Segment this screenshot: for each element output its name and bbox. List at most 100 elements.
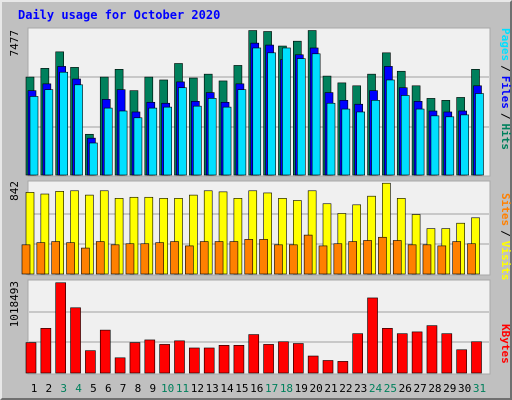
bar-kbytes-day-24 xyxy=(367,297,378,374)
bar-pages-day-25 xyxy=(386,79,395,176)
bar-kbytes-day-5 xyxy=(85,350,96,374)
bar-pages-day-18 xyxy=(282,47,291,176)
x-axis-label: 31 xyxy=(473,382,486,395)
x-axis-label: 29 xyxy=(443,382,456,395)
bar-pages-day-27 xyxy=(415,108,425,176)
panel3-legend: KBytes xyxy=(499,324,512,364)
bar-pages-day-10 xyxy=(163,106,172,176)
bar-sites-day-20 xyxy=(303,234,313,275)
bar-pages-day-21 xyxy=(326,102,336,176)
bar-pages-day-2 xyxy=(44,89,54,176)
legend-sep-1: / xyxy=(499,65,512,72)
bar-sites-day-26 xyxy=(392,240,402,275)
bar-sites-day-12 xyxy=(185,245,194,275)
bar-pages-day-6 xyxy=(103,107,113,176)
x-axis-label: 24 xyxy=(369,382,383,395)
bar-sites-day-4 xyxy=(66,242,75,275)
x-axis-label: 18 xyxy=(280,382,293,395)
bar-kbytes-day-10 xyxy=(159,344,170,374)
bar-kbytes-day-28 xyxy=(426,325,438,374)
x-axis-label: 23 xyxy=(354,382,367,395)
bar-kbytes-day-4 xyxy=(70,307,81,374)
legend-kbytes: KBytes xyxy=(499,324,512,364)
bar-kbytes-day-29 xyxy=(441,333,453,374)
bar-sites-day-18 xyxy=(274,244,283,275)
x-axis-label: 5 xyxy=(90,382,97,395)
bar-sites-day-27 xyxy=(407,244,417,275)
x-axis-label: 3 xyxy=(60,382,67,395)
bar-kbytes-day-17 xyxy=(263,344,274,374)
bar-kbytes-day-21 xyxy=(322,360,334,374)
bar-kbytes-day-15 xyxy=(233,345,245,374)
bar-kbytes-day-27 xyxy=(411,331,423,374)
bar-pages-day-14 xyxy=(222,106,232,176)
panel3-max-label: 1018493 xyxy=(8,281,21,327)
bar-pages-day-19 xyxy=(296,58,306,176)
x-axis-label: 27 xyxy=(413,382,426,395)
bar-kbytes-day-16 xyxy=(248,334,260,374)
x-axis-label: 15 xyxy=(235,382,248,395)
bar-sites-day-9 xyxy=(140,243,150,275)
x-axis-label: 28 xyxy=(428,382,441,395)
x-axis-label: 20 xyxy=(310,382,323,395)
bar-pages-day-3 xyxy=(59,71,69,176)
bar-sites-day-24 xyxy=(363,240,372,275)
bar-layer xyxy=(21,30,484,374)
x-axis-label: 1 xyxy=(31,382,38,395)
bar-kbytes-day-31 xyxy=(471,341,482,374)
bar-kbytes-day-25 xyxy=(382,328,393,374)
bar-kbytes-day-9 xyxy=(144,339,156,374)
x-axis-label: 16 xyxy=(250,382,263,395)
x-axis-label: 8 xyxy=(135,382,142,395)
bar-sites-day-16 xyxy=(244,239,254,275)
x-axis-label: 22 xyxy=(339,382,352,395)
panel1-max-label: 7477 xyxy=(8,30,21,57)
bar-sites-day-10 xyxy=(155,242,164,275)
bar-kbytes-day-20 xyxy=(307,355,319,374)
bar-pages-day-4 xyxy=(74,84,83,176)
legend-hits: Hits xyxy=(499,124,512,151)
bar-pages-day-8 xyxy=(133,117,143,176)
x-axis-label: 25 xyxy=(384,382,397,395)
bar-pages-day-11 xyxy=(178,87,187,176)
x-axis-label: 13 xyxy=(206,382,219,395)
bar-sites-day-14 xyxy=(214,241,224,275)
bar-pages-day-5 xyxy=(89,142,98,176)
bar-kbytes-day-12 xyxy=(189,347,200,374)
x-axis-label: 2 xyxy=(46,382,53,395)
legend-files: Files xyxy=(499,76,512,109)
bar-sites-day-23 xyxy=(348,241,358,275)
bar-pages-day-13 xyxy=(207,98,217,176)
bar-kbytes-day-18 xyxy=(278,341,289,374)
x-axis-label: 9 xyxy=(149,382,156,395)
bar-sites-day-29 xyxy=(437,245,447,275)
bar-pages-day-22 xyxy=(341,108,351,176)
bar-sites-day-2 xyxy=(36,242,46,275)
x-axis-label: 26 xyxy=(399,382,412,395)
bar-kbytes-day-22 xyxy=(337,361,349,374)
bar-kbytes-day-26 xyxy=(396,333,408,374)
x-axis-label: 6 xyxy=(105,382,112,395)
chart-title: Daily usage for October 2020 xyxy=(18,8,220,22)
panel2-legend: Sites / Visits xyxy=(499,193,512,281)
bar-sites-day-6 xyxy=(95,241,105,275)
bar-pages-day-24 xyxy=(371,100,380,176)
bar-kbytes-day-2 xyxy=(40,328,52,374)
bar-kbytes-day-3 xyxy=(55,282,67,374)
bar-sites-day-21 xyxy=(318,245,328,275)
bar-kbytes-day-1 xyxy=(25,342,37,374)
bar-sites-day-7 xyxy=(110,244,120,275)
bar-sites-day-5 xyxy=(81,247,90,275)
legend-pages: Pages xyxy=(499,28,512,61)
bar-pages-day-28 xyxy=(430,115,440,176)
bar-sites-day-28 xyxy=(422,244,432,275)
x-axis-label: 21 xyxy=(324,382,337,395)
panel2-max-label: 842 xyxy=(8,181,21,201)
bar-pages-day-9 xyxy=(148,107,158,176)
x-axis-label: 17 xyxy=(265,382,278,395)
bar-kbytes-day-7 xyxy=(114,357,126,374)
bar-sites-day-22 xyxy=(333,243,343,275)
bar-sites-day-30 xyxy=(452,241,461,275)
bar-pages-day-26 xyxy=(400,95,410,176)
